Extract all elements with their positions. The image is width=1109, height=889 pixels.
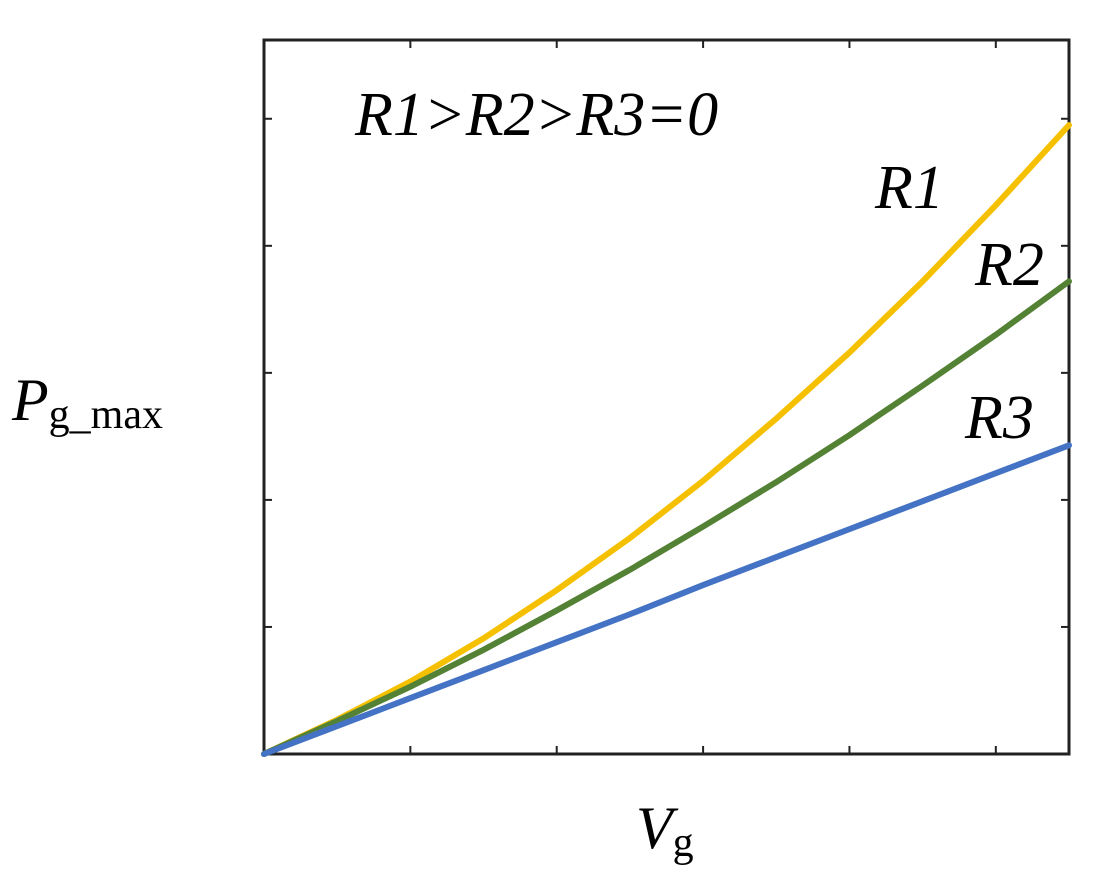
axis-subscript: g (673, 820, 694, 866)
axis-symbol: V (636, 795, 679, 861)
series-label: R3 (964, 384, 1034, 452)
series-label: R1 (874, 154, 944, 222)
plot-frame (262, 38, 1071, 756)
series-line (261, 122, 1072, 757)
annotation: R1>R2>R3=0 (354, 81, 718, 149)
axis-subscript: g_max (49, 392, 163, 438)
series-line (261, 442, 1072, 757)
x-label: Vg (636, 795, 694, 866)
series-label: R2 (974, 231, 1044, 299)
y-label: Pg_max (11, 367, 163, 438)
series-line (261, 278, 1072, 757)
axis-symbol: P (11, 367, 49, 433)
